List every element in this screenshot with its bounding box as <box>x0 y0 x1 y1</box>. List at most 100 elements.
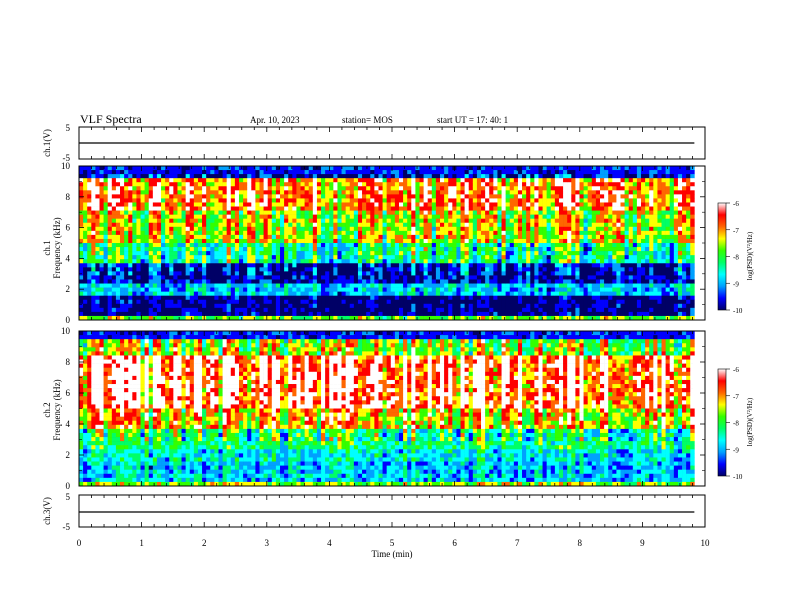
spectrogram-cell <box>489 312 493 316</box>
spectrogram-cell <box>198 166 202 170</box>
spectrogram-cell <box>432 219 436 223</box>
spectrogram-cell <box>153 251 157 255</box>
spectrogram-cell <box>309 275 313 279</box>
spectrogram-cell <box>260 211 264 215</box>
spectrogram-cell <box>489 296 493 300</box>
spectrogram-cell <box>301 251 305 255</box>
spectrogram-cell <box>366 186 370 190</box>
spectrogram-cell <box>210 190 214 194</box>
spectrogram-cell <box>264 198 268 202</box>
spectrogram-cell <box>440 207 444 211</box>
spectrogram-cell <box>592 170 596 174</box>
spectrogram-cell <box>485 271 489 275</box>
spectrogram-cell <box>186 198 190 202</box>
spectrogram-cell <box>214 219 218 223</box>
spectrogram-cell <box>493 267 497 271</box>
spectrogram-cell <box>153 243 157 247</box>
spectrogram-cell <box>104 239 108 243</box>
spectrogram-cell <box>108 275 112 279</box>
spectrogram-cell <box>247 166 251 170</box>
spectrogram-cell <box>288 207 292 211</box>
spectrogram-cell <box>526 239 530 243</box>
spectrogram-cell <box>95 251 99 255</box>
spectrogram-cell <box>223 186 227 190</box>
spectrogram-cell <box>497 231 501 235</box>
spectrogram-cell <box>231 263 235 267</box>
spectrogram-cell <box>538 267 542 271</box>
spectrogram-cell <box>251 231 255 235</box>
spectrogram-cell <box>124 251 128 255</box>
spectrogram-cell <box>588 255 592 259</box>
spectrogram-cell <box>366 170 370 174</box>
spectrogram-cell <box>161 174 165 178</box>
spectrogram-cell <box>169 202 173 206</box>
spectrogram-cell <box>584 227 588 231</box>
spectrogram-cell <box>584 178 588 182</box>
spectrogram-cell <box>383 219 387 223</box>
spectrogram-cell <box>362 190 366 194</box>
spectrogram-cell <box>461 292 465 296</box>
spectrogram-cell <box>309 194 313 198</box>
spectrogram-cell <box>584 190 588 194</box>
spectrogram-cell <box>415 304 419 308</box>
spectrogram-cell <box>79 308 83 312</box>
spectrogram-cell <box>522 202 526 206</box>
spectrogram-cell <box>251 239 255 243</box>
spectrogram-cell <box>571 190 575 194</box>
spectrogram-cell <box>604 174 608 178</box>
spectrogram-cell <box>559 251 563 255</box>
spectrogram-cell <box>255 296 259 300</box>
spectrogram-cell <box>329 267 333 271</box>
spectrogram-cell <box>424 207 428 211</box>
spectrogram-cell <box>296 182 300 186</box>
spectrogram-cell <box>489 182 493 186</box>
spectrogram-cell <box>448 182 452 186</box>
spectrogram-cell <box>255 288 259 292</box>
spectrogram-cell <box>296 263 300 267</box>
spectrogram-cell <box>436 227 440 231</box>
spectrogram-cell <box>559 166 563 170</box>
spectrogram-cell <box>272 239 276 243</box>
spectrogram-cell <box>346 211 350 215</box>
spectrogram-cell <box>173 231 177 235</box>
spectrogram-cell <box>555 211 559 215</box>
spectrogram-cell <box>301 304 305 308</box>
spectrogram-cell <box>190 263 194 267</box>
spectrogram-cell <box>255 202 259 206</box>
spectrogram-cell <box>584 263 588 267</box>
spectrogram-cell <box>288 296 292 300</box>
spectrogram-cell <box>260 279 264 283</box>
spectrogram-cell <box>485 166 489 170</box>
spectrogram-cell <box>366 207 370 211</box>
spectrogram-cell <box>280 239 284 243</box>
spectrogram-cell <box>288 247 292 251</box>
spectrogram-cell <box>329 207 333 211</box>
spectrogram-cell <box>567 251 571 255</box>
spectrogram-cell <box>469 166 473 170</box>
spectrogram-cell <box>255 259 259 263</box>
spectrogram-cell <box>186 239 190 243</box>
spectrogram-cell <box>231 207 235 211</box>
spectrogram-cell <box>543 304 547 308</box>
spectrogram-cell <box>555 275 559 279</box>
spectrogram-cell <box>194 263 198 267</box>
spectrogram-cell <box>559 227 563 231</box>
spectrogram-cell <box>317 231 321 235</box>
spectrogram-cell <box>194 219 198 223</box>
spectrogram-cell <box>79 296 83 300</box>
spectrogram-cell <box>268 194 272 198</box>
spectrogram-cell <box>206 292 210 296</box>
spectrogram-cell <box>506 288 510 292</box>
spectrogram-cell <box>378 308 382 312</box>
spectrogram-cell <box>83 263 87 267</box>
spectrogram-cell <box>547 235 551 239</box>
spectrogram-cell <box>153 271 157 275</box>
spectrogram-cell <box>559 300 563 304</box>
spectrogram-cell <box>223 288 227 292</box>
spectrogram-cell <box>477 190 481 194</box>
spectrogram-cell <box>567 312 571 316</box>
spectrogram-cell <box>493 255 497 259</box>
spectrogram-cell <box>112 231 116 235</box>
spectrogram-cell <box>358 227 362 231</box>
spectrogram-cell <box>169 284 173 288</box>
